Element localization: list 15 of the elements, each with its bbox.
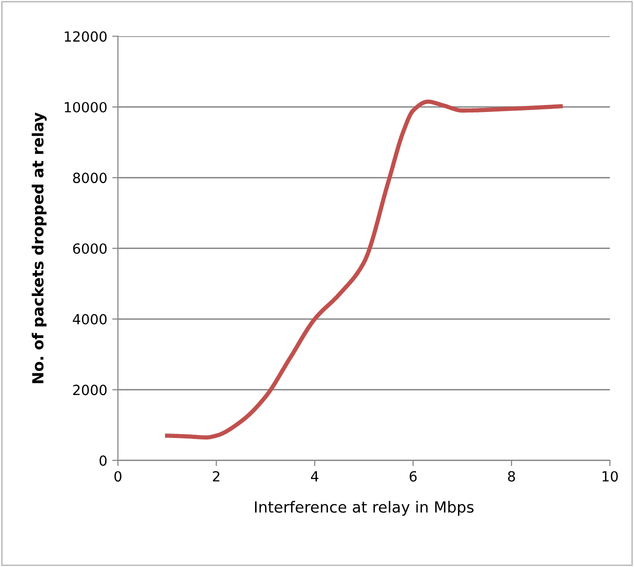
y-tick-label: 12000 <box>64 31 107 42</box>
y-axis-title: No. of packets dropped at relay <box>32 112 47 384</box>
y-tick-label: 0 <box>100 455 107 466</box>
x-axis-title: Interference at relay in Mbps <box>255 500 474 516</box>
x-tick-label: 8 <box>508 471 515 482</box>
y-tick-label: 6000 <box>73 243 107 254</box>
x-tick-label: 2 <box>212 471 220 482</box>
x-tick-label: 4 <box>310 471 318 482</box>
y-tick-label: 8000 <box>73 172 107 184</box>
y-tick-label: 2000 <box>73 384 107 396</box>
x-tick-label: 0 <box>114 471 122 482</box>
y-tick-label: 10000 <box>64 102 107 112</box>
x-tick-label: 10 <box>602 471 618 482</box>
y-tick-label: 4000 <box>72 314 107 325</box>
x-tick-label: 6 <box>410 471 417 482</box>
